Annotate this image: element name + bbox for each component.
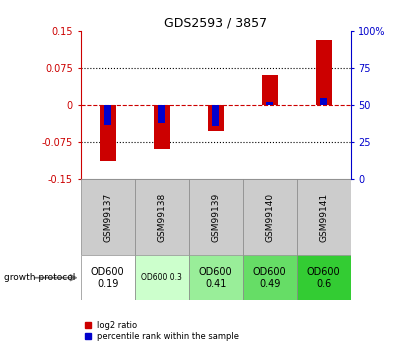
Legend: log2 ratio, percentile rank within the sample: log2 ratio, percentile rank within the s…: [85, 321, 239, 341]
Bar: [189, 179, 243, 255]
Bar: [243, 255, 297, 300]
Text: GSM99139: GSM99139: [211, 193, 220, 242]
Text: OD600
0.6: OD600 0.6: [307, 267, 341, 288]
Text: GSM99140: GSM99140: [265, 193, 274, 242]
Bar: [262, 75, 278, 105]
Bar: [297, 179, 351, 255]
Text: OD600
0.19: OD600 0.19: [91, 267, 125, 288]
Text: GSM99138: GSM99138: [157, 193, 166, 242]
Text: OD600
0.41: OD600 0.41: [199, 267, 233, 288]
Bar: [208, 105, 224, 131]
Text: GSM99137: GSM99137: [103, 193, 112, 242]
Bar: [243, 179, 297, 255]
Bar: [104, 105, 111, 125]
Bar: [135, 255, 189, 300]
Text: growth protocol: growth protocol: [4, 273, 75, 282]
Bar: [135, 179, 189, 255]
Bar: [320, 98, 327, 105]
Bar: [297, 255, 351, 300]
Text: GSM99141: GSM99141: [319, 193, 328, 242]
Bar: [81, 179, 135, 255]
Bar: [266, 102, 273, 105]
Text: OD600
0.49: OD600 0.49: [253, 267, 287, 288]
Bar: [189, 255, 243, 300]
Text: OD600 0.3: OD600 0.3: [141, 273, 182, 282]
Bar: [212, 105, 219, 126]
Bar: [158, 105, 165, 123]
Bar: [100, 105, 116, 161]
Title: GDS2593 / 3857: GDS2593 / 3857: [164, 17, 267, 30]
Bar: [81, 255, 135, 300]
Bar: [154, 105, 170, 149]
Bar: [316, 40, 332, 105]
